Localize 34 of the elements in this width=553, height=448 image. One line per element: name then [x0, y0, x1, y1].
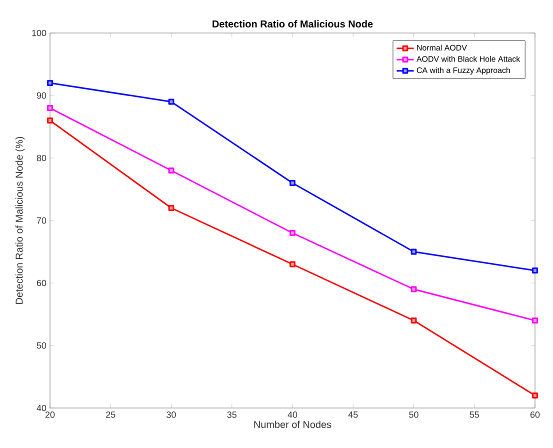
- point: [532, 392, 538, 398]
- x-tick-label: 45: [348, 412, 358, 418]
- point: [168, 98, 174, 105]
- point: [47, 80, 53, 86]
- point: [47, 118, 53, 124]
- point: [290, 261, 296, 268]
- y-tick-label: 70: [36, 217, 46, 224]
- x-tick-label: 25: [106, 412, 116, 418]
- point: [290, 230, 296, 236]
- point: [168, 205, 174, 211]
- x-tick-label: 60: [530, 412, 540, 418]
- y-axis-title: Detection Ratio of Malicious Node (%): [15, 136, 25, 304]
- x-tick-label: 30: [166, 412, 176, 418]
- y-tick-label: 60: [36, 280, 46, 286]
- chart-title: Detection Ratio of Malicious Node: [212, 20, 373, 28]
- x-tick-label: 50: [409, 412, 418, 418]
- point: [532, 268, 538, 274]
- point: [410, 286, 417, 292]
- y-tick-label: 80: [36, 154, 46, 162]
- point: [47, 105, 53, 111]
- x-tick-label: 40: [288, 412, 298, 418]
- point: [410, 248, 417, 255]
- x-tick-label: 55: [470, 412, 479, 418]
- y-tick-label: 100: [32, 30, 46, 36]
- point: [410, 318, 417, 324]
- y-tick-label: 90: [36, 92, 46, 99]
- point: [532, 318, 538, 324]
- x-tick-label: 35: [227, 412, 236, 418]
- y-tick-label: 50: [36, 342, 46, 349]
- x-axis-title: Number of Nodes: [254, 420, 332, 428]
- point: [290, 180, 296, 186]
- x-tick-label: 20: [45, 412, 55, 418]
- y-tick-label: 40: [36, 404, 46, 412]
- point: [168, 168, 174, 174]
